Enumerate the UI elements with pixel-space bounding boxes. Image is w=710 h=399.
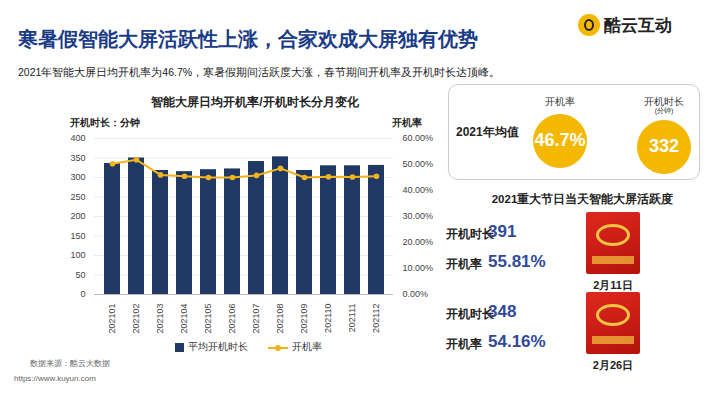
- svg-text:202106: 202106: [227, 304, 237, 334]
- svg-text:202107: 202107: [251, 304, 261, 334]
- html-text:2021年均值: 2021年均值: [456, 125, 519, 139]
- html-text:开机率: 开机率: [545, 96, 575, 107]
- svg-text:30.00%: 30.00%: [403, 211, 434, 221]
- svg-text:50: 50: [75, 270, 85, 280]
- svg-text:0.00%: 0.00%: [403, 289, 429, 299]
- html-text:数据来源：酷云大数据: 数据来源：酷云大数据: [30, 359, 110, 368]
- svg-text:100: 100: [70, 250, 85, 260]
- svg-text:202109: 202109: [299, 304, 309, 334]
- html-text:(分钟): (分钟): [654, 107, 674, 114]
- svg-text:202101: 202101: [107, 304, 117, 334]
- html-text:平均开机时长: 平均开机时长: [188, 341, 248, 352]
- svg-text:202110: 202110: [323, 304, 333, 333]
- html-text:寒暑假智能大屏活跃性上涨，合家欢成大屏独有优势: 寒暑假智能大屏活跃性上涨，合家欢成大屏独有优势: [18, 28, 478, 50]
- svg-text:50.00%: 50.00%: [403, 159, 434, 169]
- html-text:348: 348: [488, 302, 517, 321]
- svg-text:202111: 202111: [347, 304, 357, 333]
- html-text:开机率: 开机率: [292, 341, 322, 352]
- svg-text:20.00%: 20.00%: [403, 237, 434, 247]
- html-text:开机时长：分钟: 开机时长：分钟: [70, 117, 140, 128]
- html-text:2月26日: 2月26日: [592, 359, 634, 371]
- html-text:391: 391: [488, 222, 517, 241]
- html-text:开机时长: 开机时长: [446, 227, 494, 241]
- html-text:开机率 55.81%: 开机率 55.81%: [446, 252, 546, 271]
- svg-text:60.00%: 60.00%: [403, 133, 434, 143]
- html-text:2021年智能大屏日均开机率为46.7%，寒暑假期间活跃度大: 2021年智能大屏日均开机率为46.7%，寒暑假期间活跃度大涨，春节期间开机率及…: [18, 66, 501, 78]
- html-text:开机时长: 开机时长: [644, 96, 684, 107]
- svg-text:202105: 202105: [203, 304, 213, 334]
- svg-text:40.00%: 40.00%: [403, 185, 434, 195]
- html-text:开机率 54.16%: 开机率 54.16%: [446, 332, 546, 351]
- svg-text:202104: 202104: [179, 304, 189, 334]
- svg-text:250: 250: [70, 192, 85, 202]
- html-text:智能大屏日均开机率/开机时长分月变化: 智能大屏日均开机率/开机时长分月变化: [151, 95, 359, 109]
- svg-text:202102: 202102: [131, 304, 141, 334]
- svg-text:0: 0: [80, 289, 85, 299]
- svg-text:10.00%: 10.00%: [403, 263, 434, 273]
- svg-text:200: 200: [70, 211, 85, 221]
- svg-text:150: 150: [70, 231, 85, 241]
- html-text:332: 332: [649, 136, 679, 156]
- html-text:2021重大节日当天智能大屏活跃度: 2021重大节日当天智能大屏活跃度: [491, 193, 674, 205]
- html-text:开机时长: 开机时长: [446, 307, 494, 321]
- html-text:开机率: 开机率: [392, 117, 422, 128]
- html-text:2月11日: 2月11日: [593, 279, 633, 291]
- svg-text:202103: 202103: [155, 304, 165, 334]
- svg-text:202108: 202108: [275, 304, 285, 334]
- html-text:46.7%: 46.7%: [534, 130, 586, 150]
- svg-text:300: 300: [70, 172, 85, 182]
- svg-text:400: 400: [70, 133, 85, 143]
- svg-text:350: 350: [70, 153, 85, 163]
- html-text:酷云互动: 酷云互动: [604, 16, 672, 35]
- svg-text:202112: 202112: [371, 304, 381, 333]
- html-text:https://www.kuyun.com: https://www.kuyun.com: [14, 374, 96, 383]
